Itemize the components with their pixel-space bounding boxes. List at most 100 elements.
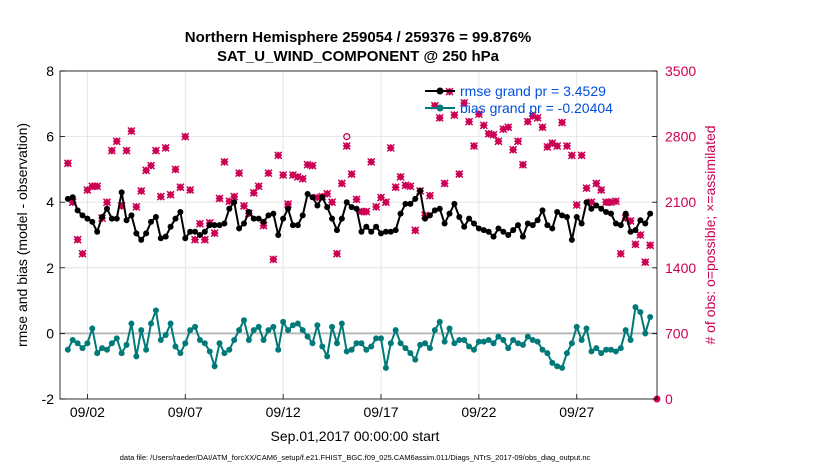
rmse-point [407,200,414,207]
rmse-point [280,215,287,222]
obs-assimilated-point [269,255,278,264]
rmse-point [568,236,575,243]
x-tick-label: 09/02 [70,404,105,420]
obs-assimilated-cross [112,137,121,146]
rmse-point [250,215,257,222]
bias-point [216,340,223,347]
bias-point [387,340,394,347]
obs-assimilated-point [186,185,195,195]
rmse-point [211,222,218,229]
rmse-point [314,202,321,209]
bias-point [436,318,443,325]
obs-assimilated-cross [641,258,650,267]
obs-assimilated-cross [504,123,513,132]
rmse-point [642,220,649,227]
obs-assimilated-cross [161,143,170,152]
bias-point [196,336,203,343]
obs-assimilated-cross [494,137,503,146]
obs-assimilated-cross [151,146,160,155]
bias-point [226,346,233,353]
x-tick-label: 09/17 [363,404,398,420]
legend-rmse-label: rmse grand pr = 3.4529 [460,83,606,99]
obs-assimilated-point [195,219,204,228]
obs-assimilated-cross [308,161,317,170]
y-tick-label: 6 [46,129,54,145]
rmse-point [172,215,179,222]
obs-assimilated-point [230,192,239,201]
rmse-point [378,230,385,237]
rmse-point [221,220,228,227]
rmse-point [627,228,634,235]
obs-assimilated-cross [215,194,224,203]
rmse-point [245,209,252,216]
obs-assimilated-point [513,137,523,146]
rmse-point [201,228,208,235]
rmse-point [510,227,517,234]
rmse-point [559,212,566,219]
obs-assimilated-cross [293,172,302,181]
obs-assimilated-point [469,141,479,151]
obs-assimilated-point [122,146,131,155]
rmse-point [69,194,76,201]
obs-assimilated-point [460,98,469,107]
rmse-point [187,228,194,235]
bias-point [451,340,458,347]
rmse-point [573,213,580,220]
rmse-point [632,227,639,234]
rmse-point [549,225,556,232]
obs-assimilated-cross [352,195,361,204]
bias-point [285,327,292,334]
rmse-point [608,210,615,217]
x-axis-label: Sep.01,2017 00:00:00 start [271,428,440,444]
rmse-point [74,207,81,214]
obs-assimilated-cross [337,179,346,188]
bias-point [192,323,199,330]
obs-assimilated-cross [122,146,131,155]
rmse-point [466,215,473,222]
rmse-point [446,210,453,217]
rmse-point [417,187,424,194]
rmse-point [353,205,360,212]
obs-assimilated-point [279,170,288,180]
legend-rmse-marker [436,87,444,95]
obs-assimilated-point [146,161,156,170]
obs-assimilated-cross [269,255,278,264]
obs-assimilated-cross [146,161,156,170]
obs-assimilated-point [386,143,395,152]
rmse-point [118,189,125,196]
bias-point [89,325,96,332]
obs-assimilated-point [577,151,586,160]
obs-assimilated-cross [396,172,405,181]
rmse-point [255,215,262,222]
rmse-point [206,222,213,229]
bias-point [407,350,414,357]
rmse-point [529,222,536,229]
bias-point [260,336,267,343]
bias-point [642,330,649,337]
bias-point [343,348,350,355]
bias-point [510,336,517,343]
rmse-point [348,204,355,211]
rmse-point [108,215,115,222]
rmse-point [182,235,189,242]
obs-assimilated-cross [254,182,263,191]
rmse-point [343,199,350,206]
rmse-point [270,210,277,217]
obs-assimilated-cross [406,182,415,191]
obs-assimilated-point [166,190,175,199]
obs-assimilated-point [132,202,141,211]
obs-assimilated-point [391,183,400,192]
obs-assimilated-point [239,201,249,210]
bias-point [108,340,115,347]
bias-point [152,307,159,314]
obs-assimilated-point [406,182,415,191]
rmse-point [402,200,409,207]
obs-assimilated-point [636,230,645,240]
bias-point [128,320,135,327]
bias-point [280,318,287,325]
bias-point [289,322,296,329]
rmse-point [113,215,120,222]
bias-point [333,340,340,347]
obs-assimilated-cross [342,141,351,151]
rmse-point [285,205,292,212]
